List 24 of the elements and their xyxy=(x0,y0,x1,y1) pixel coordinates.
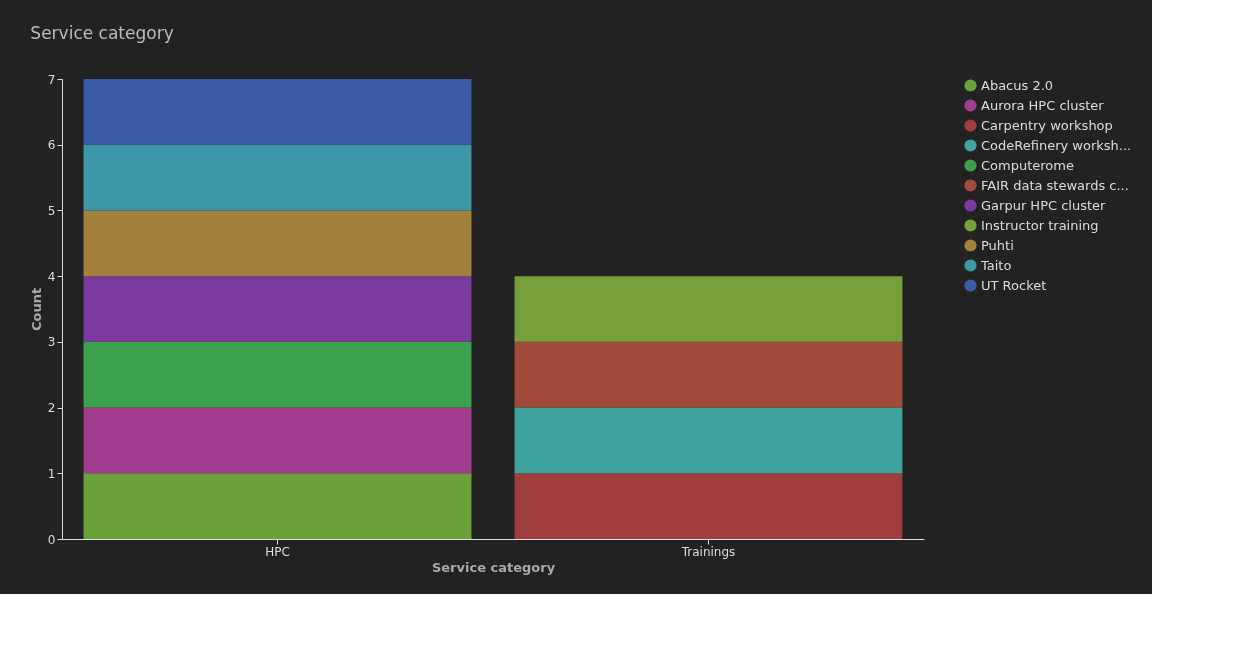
legend-label: Taito xyxy=(980,257,1012,273)
chart-title: Service category xyxy=(30,23,174,43)
y-tick-label: 5 xyxy=(47,203,56,218)
legend-label: Puhti xyxy=(981,237,1014,253)
x-tick-label: Trainings xyxy=(680,544,736,559)
legend-label: Garpur HPC cluster xyxy=(981,197,1107,213)
legend-label: Abacus 2.0 xyxy=(981,77,1054,93)
legend-label: Aurora HPC cluster xyxy=(981,97,1105,113)
y-tick-label: 2 xyxy=(47,401,56,416)
y-tick-label: 7 xyxy=(47,72,56,87)
y-tick-label: 0 xyxy=(47,532,56,547)
y-tick-label: 3 xyxy=(47,335,56,350)
legend-label: Carpentry workshop xyxy=(981,117,1113,133)
legend-label: UT Rocket xyxy=(981,277,1047,293)
legend-label: CodeRefinery worksh... xyxy=(981,137,1132,153)
y-tick-label: 1 xyxy=(47,466,56,481)
y-axis-title: Count xyxy=(28,287,44,332)
x-tick-label: HPC xyxy=(265,544,290,559)
y-tick-label: 6 xyxy=(47,138,56,153)
x-axis-title: Service category xyxy=(431,559,556,575)
legend-label: Instructor training xyxy=(981,217,1099,233)
legend-label: FAIR data stewards c... xyxy=(981,177,1129,193)
y-tick-label: 4 xyxy=(47,269,56,284)
legend-label: Computerome xyxy=(981,157,1074,173)
